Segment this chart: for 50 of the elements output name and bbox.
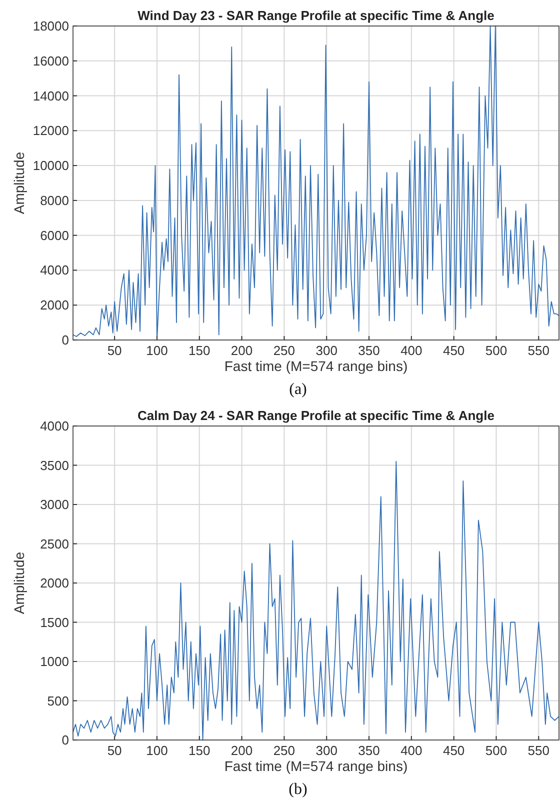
y-tick-label: 16000 — [32, 53, 69, 68]
y-tick-label: 4000 — [40, 418, 69, 434]
x-tick-label: 400 — [400, 343, 422, 358]
x-tick-label: 50 — [107, 743, 122, 758]
x-axis-title: Fast time (M=574 range bins) — [224, 358, 408, 374]
y-tick-label: 4000 — [40, 262, 69, 278]
y-tick-label: 14000 — [32, 88, 69, 104]
x-tick-label: 100 — [146, 743, 168, 758]
y-tick-label: 0 — [62, 332, 69, 348]
x-tick-label: 350 — [358, 743, 380, 758]
x-tick-label: 300 — [316, 743, 338, 758]
x-axis-title: Fast time (M=574 range bins) — [224, 758, 408, 774]
x-tick-label: 150 — [188, 743, 210, 758]
chart-title: Wind Day 23 - SAR Range Profile at specific Time & Angle — [138, 8, 494, 23]
y-tick-label: 6000 — [40, 228, 69, 243]
y-tick-label: 3000 — [40, 497, 69, 512]
x-tick-label: 250 — [273, 343, 296, 358]
y-tick-label: 2500 — [40, 536, 69, 552]
x-tick-label: 450 — [442, 343, 465, 358]
text: (b) — [288, 781, 308, 798]
x-tick-label: 50 — [107, 343, 122, 358]
x-tick-label: 200 — [230, 743, 253, 758]
y-tick-label: 18000 — [32, 18, 69, 34]
y-tick-label: 2000 — [40, 576, 69, 590]
y-tick-label: 0 — [62, 732, 69, 748]
y-tick-label: 8000 — [40, 192, 69, 208]
x-tick-label: 200 — [230, 343, 253, 358]
x-tick-label: 500 — [485, 343, 508, 358]
x-tick-label: 400 — [400, 743, 422, 758]
x-tick-label: 550 — [528, 343, 550, 358]
y-tick-label: 10000 — [32, 158, 69, 174]
x-tick-label: 550 — [528, 743, 550, 758]
y-tick-label: 1000 — [40, 654, 69, 669]
y-tick-label: 2000 — [40, 298, 69, 313]
line-series — [72, 460, 560, 740]
y-tick-label: 1500 — [40, 614, 69, 630]
x-tick-label: 350 — [358, 343, 380, 358]
chart-title: Calm Day 24 - SAR Range Profile at specific Time & Angle — [138, 408, 494, 423]
y-tick-label: 12000 — [32, 123, 69, 138]
x-tick-label: 150 — [188, 343, 210, 358]
x-tick-label: 300 — [316, 343, 338, 358]
x-tick-label: 100 — [146, 343, 168, 358]
y-axis-title: Amplitude — [11, 552, 27, 614]
text: (a) — [289, 381, 307, 398]
y-tick-label: 500 — [47, 693, 69, 708]
y-axis-title: Amplitude — [11, 152, 27, 214]
x-tick-label: 500 — [485, 743, 508, 758]
x-tick-label: 450 — [442, 743, 465, 758]
y-tick-label: 3500 — [40, 458, 69, 473]
x-tick-label: 250 — [273, 743, 296, 758]
